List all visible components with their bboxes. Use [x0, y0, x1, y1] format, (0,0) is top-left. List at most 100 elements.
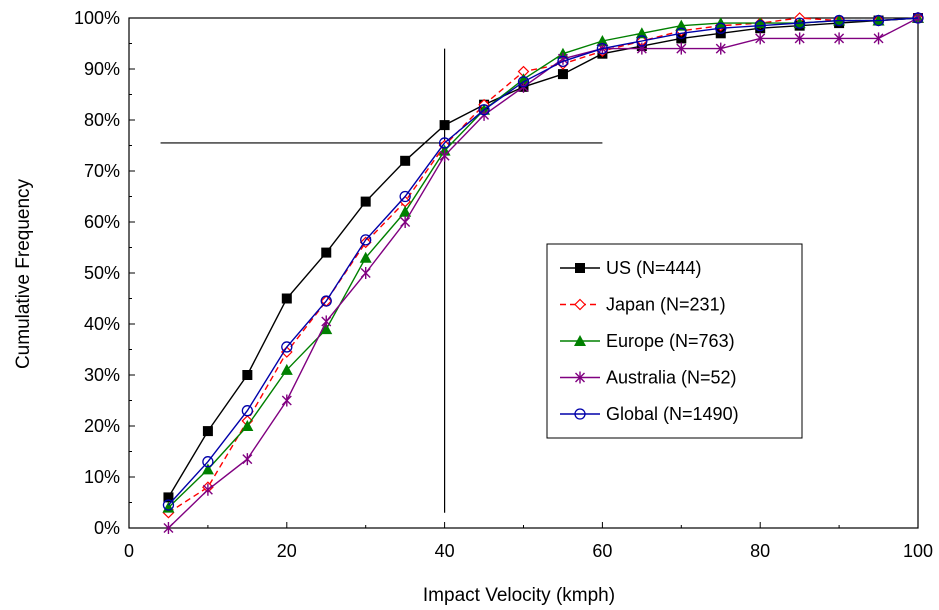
y-tick-label: 0% [94, 518, 120, 538]
legend-us-label: US (N=444) [606, 258, 702, 278]
series-us-point [163, 492, 174, 503]
y-tick-label: 10% [84, 467, 120, 487]
series-global-point [202, 456, 214, 468]
series-global-point [596, 42, 609, 55]
series-us-line [167, 17, 919, 498]
legend-australia-swatch-marker [575, 371, 585, 384]
series-australia-point [873, 32, 884, 45]
series-us-point [557, 69, 568, 80]
series-australia-point [794, 32, 805, 45]
series-global-point [912, 12, 924, 24]
series-global-point [754, 19, 766, 32]
legend-australia-label: Australia (N=52) [606, 368, 737, 388]
series-global-point [360, 234, 372, 246]
legend-japan-swatch-marker [574, 298, 586, 311]
legend-us-swatch-marker [575, 263, 585, 273]
x-tick-label: 20 [277, 541, 297, 561]
legend-europe-item: Europe (N=763) [560, 331, 735, 351]
series-europe-point [635, 27, 648, 39]
series-us-point [202, 426, 213, 437]
legend-japan-item: Japan (N=231) [560, 295, 726, 315]
series [162, 12, 924, 534]
y-axis-ticks: 0% 10% 20% 30% 40% 50% 60% 70% 80% 90% 100% [74, 8, 135, 538]
y-tick-label: 50% [84, 263, 120, 283]
legend-australia-item: Australia (N=52) [560, 368, 737, 388]
series-japan-line [168, 17, 919, 514]
y-tick-label: 80% [84, 110, 120, 130]
series-europe-point [517, 73, 530, 85]
series-global-point [715, 22, 727, 34]
series-europe-point [162, 501, 175, 513]
series-global-point [833, 14, 845, 27]
series-us-point [281, 293, 292, 304]
y-axis-title: Cumulative Frequency [13, 178, 34, 369]
y-tick-label: 30% [84, 365, 120, 385]
series-us-point [360, 196, 371, 207]
legend: US (N=444) Japan (N=231) Europe (N=763) Aus… [546, 243, 803, 439]
legend-europe-label: Europe (N=763) [606, 331, 735, 351]
series-global-point [636, 35, 648, 47]
series-australia-point [360, 267, 371, 279]
series-australia-point [715, 42, 726, 55]
series-global-point [557, 55, 569, 67]
legend-japan-label: Japan (N=231) [606, 295, 726, 315]
series-us-point [321, 247, 332, 258]
legend-global-label: Global (N=1490) [606, 404, 739, 424]
series-europe-point [241, 420, 254, 431]
series-europe-point [280, 363, 293, 375]
series-global-point [438, 137, 451, 149]
legend-us-item: US (N=444) [560, 258, 702, 278]
x-axis-ticks: 0 20 40 60 80 100 [124, 522, 933, 561]
series-europe-point [320, 323, 333, 335]
legend-global-item: Global (N=1490) [560, 404, 739, 424]
series-global-point [162, 499, 175, 511]
series-global-point [478, 104, 490, 116]
series-europe-point [399, 205, 412, 217]
series-global-line [167, 17, 919, 506]
series-europe-point [201, 463, 214, 475]
y-tick-label: 60% [84, 212, 120, 232]
series-australia-line [167, 17, 919, 529]
x-axis-title: Impact Velocity (kmph) [423, 585, 615, 606]
series-australia-point [557, 52, 568, 65]
series-australia-point [321, 315, 332, 328]
series-australia-point [400, 216, 411, 228]
series-global-point [872, 14, 885, 27]
series-australia-point [755, 32, 766, 45]
legend-global-swatch-marker [574, 408, 586, 420]
series-australia [163, 12, 923, 534]
series-australia-point [676, 42, 687, 55]
series-australia-point [242, 453, 253, 466]
y-tick-label: 70% [84, 161, 120, 181]
series-europe-point [359, 251, 372, 263]
x-tick-label: 100 [903, 541, 933, 561]
series-global-point [241, 405, 254, 417]
y-tick-label: 20% [84, 416, 120, 436]
y-tick-label: 90% [84, 59, 120, 79]
series-global-point [517, 76, 530, 88]
series-global-point [320, 295, 332, 307]
series-europe-point [675, 19, 688, 31]
series-global-point [281, 341, 293, 353]
y-tick-label: 100% [74, 8, 120, 28]
series-us-point [439, 120, 450, 131]
x-tick-label: 60 [592, 541, 612, 561]
x-tick-label: 0 [124, 541, 134, 561]
series-australia-point [439, 149, 450, 162]
series-australia-point [834, 32, 845, 45]
legend-items: US (N=444) Japan (N=231) Europe (N=763) Aus… [560, 258, 739, 424]
series-us-point [400, 155, 411, 166]
x-tick-label: 40 [435, 541, 455, 561]
series-global-point [794, 17, 806, 29]
series-global-point [675, 27, 687, 39]
y-tick-label: 40% [84, 314, 120, 334]
series-global [162, 12, 924, 511]
series-australia-point [163, 522, 174, 534]
x-tick-label: 80 [750, 541, 770, 561]
series-global-point [399, 190, 411, 203]
series-us-point [242, 370, 253, 380]
legend-europe-swatch-marker [574, 335, 586, 346]
series-australia-point [202, 483, 213, 496]
